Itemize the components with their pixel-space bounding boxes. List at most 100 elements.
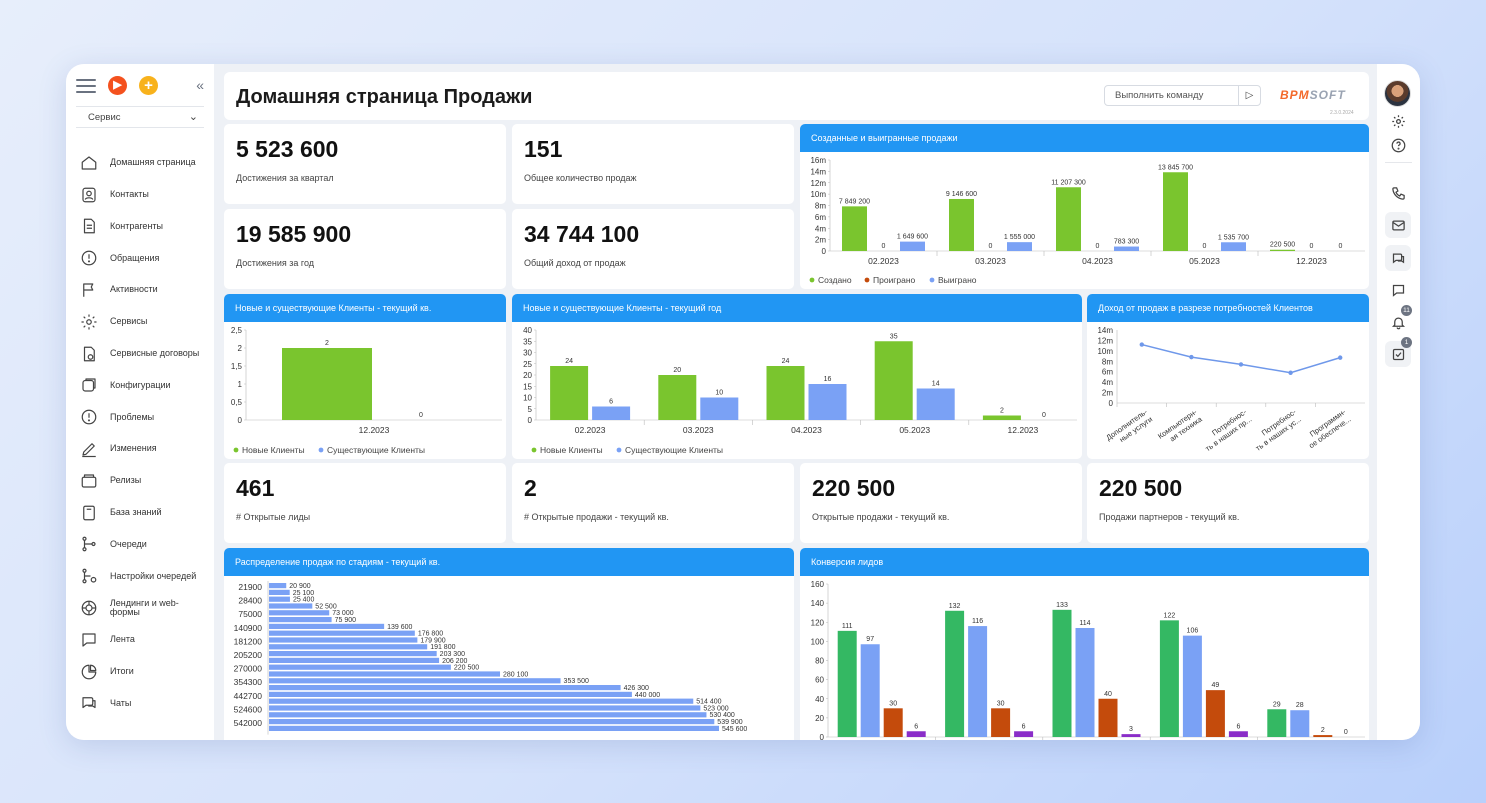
x-tick-label-group: Дополнитель-ные услуги [1104,407,1154,444]
avatar[interactable] [1384,80,1411,107]
sidebar-item[interactable]: Активности [78,274,208,306]
metric-value: 19 585 900 [236,221,352,247]
chart-card-clients-quarter[interactable]: Новые и существующие Клиенты - текущий к… [224,294,506,459]
bar [269,691,632,697]
y-tick-label: 20 [523,371,532,380]
notifications-icon[interactable]: 11 [1385,305,1412,335]
data-label: 132 [949,603,961,610]
bar [968,626,988,737]
sidebar-item[interactable]: Лента [78,624,208,656]
y-tick-label: 0,5 [231,398,243,407]
data-label: 28 [1296,702,1304,709]
sidebar-item-label: Активности [110,284,158,295]
data-label: 14 [932,381,940,388]
bar [900,241,925,251]
collapse-icon[interactable]: « [196,77,204,93]
chart-card-stages[interactable]: Распределение продаж по стадиям - текущи… [224,548,794,740]
sidebar-item[interactable]: Контакты [78,179,208,211]
sidebar-item[interactable]: Чаты [78,688,208,720]
bar [269,685,621,691]
sidebar-item[interactable]: Настройки очередей [78,560,208,592]
sidebar-item[interactable]: Сервисные договоры [78,338,208,370]
data-label: 20 [673,367,681,374]
bar [1313,735,1333,737]
chart-card-leads-conversion[interactable]: Конверсия лидов 0 20 40 60 80 100 120 140 160 02.… [800,548,1369,740]
data-label: 191 800 [430,644,455,651]
data-label: 0 [1344,729,1348,736]
data-label: 20 900 [289,583,311,590]
queue-icon [78,533,100,555]
page-title: Домашняя страница Продажи [236,86,533,108]
settings-icon[interactable] [1385,108,1411,134]
y-tick-label: 270000 [234,664,263,674]
sidebar-item[interactable]: Конфигурации [78,370,208,402]
chart-title: Распределение продаж по стадиям - текущи… [224,548,794,576]
y-tick-label: 6m [815,213,826,222]
workplace-select[interactable]: Сервис ⌄ [76,106,204,128]
sidebar-item-label: Настройки очередей [110,570,197,581]
chart-card-income-needs[interactable]: Доход от продаж в разрезе потребностей К… [1087,294,1369,459]
legend-label: Выиграно [938,275,977,285]
sidebar-item[interactable]: Изменения [78,433,208,465]
metric-card[interactable]: 220 500 Открытые продажи - текущий кв. [800,463,1082,543]
y-tick-label: 2m [815,236,826,245]
y-tick-label: 35 [523,337,532,346]
data-label: 6 [1236,723,1240,730]
sidebar-item-label: Контакты [110,188,149,199]
tasks-icon[interactable]: 1 [1385,337,1412,367]
sidebar-item[interactable]: Сервисы [78,306,208,338]
metric-card[interactable]: 461 # Открытые лиды [224,463,506,543]
chats-icon[interactable] [1385,245,1411,271]
menu-icon[interactable] [76,79,96,93]
sidebar-item[interactable]: Итоги [78,656,208,688]
data-label: 0 [989,243,993,250]
metric-card[interactable]: 5 523 600 Достижения за квартал [224,124,506,204]
page-header: Домашняя страница Продажи Выполнить кома… [224,72,1369,120]
metric-card[interactable]: 34 744 100 Общий доход от продаж [512,209,794,289]
x-tick-label-group: Компьютерн-ая техника [1156,407,1204,443]
y-tick-label: 100 [811,637,825,646]
chart-card-created-won[interactable]: Созданные и выигранные продажи 0 2m 4m 6m 8m… [800,124,1369,289]
help-icon[interactable] [1385,132,1411,158]
data-label: 220 500 [454,665,479,672]
command-input[interactable]: Выполнить команду ▷ [1104,85,1261,106]
y-tick-label: 10m [810,190,826,199]
metric-card[interactable]: 151 Общее количество продаж [512,124,794,204]
metric-card[interactable]: 19 585 900 Достижения за год [224,209,506,289]
data-label: 73 000 [332,610,354,617]
sidebar-item-label: Изменения [110,443,157,454]
play-icon[interactable]: ▶ [108,76,127,95]
data-label: 3 [1129,726,1133,733]
sidebar-item[interactable]: Обращения [78,242,208,274]
run-command-icon[interactable]: ▷ [1238,86,1260,105]
sidebar-item[interactable]: Лендинги и web-формы [78,592,208,624]
comment-icon[interactable] [1385,277,1411,303]
phone-icon[interactable] [1385,180,1411,206]
x-tick-label: 03.2023 [975,256,1006,266]
legend-marker [864,277,870,283]
sidebar-item[interactable]: Очереди [78,529,208,561]
sidebar-item[interactable]: Релизы [78,465,208,497]
mail-icon[interactable] [1385,212,1411,238]
contract-icon [78,343,100,365]
legend-marker [809,277,815,283]
plus-icon[interactable]: + [139,76,158,95]
bar [269,630,415,636]
legend-marker [233,447,239,453]
chart-card-clients-year[interactable]: Новые и существующие Клиенты - текущий г… [512,294,1082,459]
sidebar-item[interactable]: Контрагенты [78,211,208,243]
metric-card[interactable]: 2 # Открытые продажи - текущий кв. [512,463,794,543]
data-label: 206 200 [442,658,467,665]
y-tick-label: 21900 [238,582,262,592]
command-placeholder: Выполнить команду [1115,90,1204,101]
bar [269,678,561,684]
data-label: 6 [609,399,613,406]
bar [1121,734,1141,737]
metric-card[interactable]: 220 500 Продажи партнеров - текущий кв. [1087,463,1369,543]
bar [269,698,694,704]
sidebar-item[interactable]: База знаний [78,497,208,529]
bar [1007,242,1032,251]
sidebar-item[interactable]: Домашняя страница [78,147,208,179]
bar [592,406,631,420]
sidebar-item[interactable]: Проблемы [78,401,208,433]
